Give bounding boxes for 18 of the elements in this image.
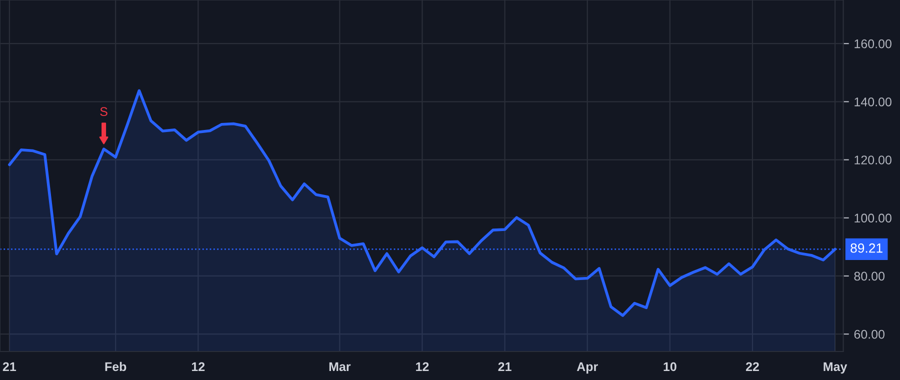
y-tick-label: 140.00 — [854, 97, 892, 106]
x-tick-label: May — [824, 362, 848, 374]
y-tick-label: 120.00 — [854, 156, 892, 164]
y-tick-label: 60.00 — [854, 330, 885, 339]
ref-line-label: 89.21 — [850, 243, 882, 253]
y-tick-label: 100.00 — [854, 214, 892, 223]
y-tick-label: 80.00 — [854, 272, 885, 281]
y-tick-label: 160.00 — [854, 39, 892, 48]
x-tick-label: 10 — [664, 362, 676, 372]
x-tick-label: 21 — [2, 362, 16, 371]
x-tick-label: 21 — [498, 362, 512, 371]
x-tick-label: 12 — [192, 362, 205, 371]
x-tick-label: Feb — [105, 362, 126, 372]
x-tick-label: Apr — [576, 362, 598, 374]
annotation: S — [100, 107, 108, 116]
x-tick-label: 12 — [416, 362, 429, 371]
x-tick-label: Mar — [329, 362, 351, 372]
x-tick-label: 22 — [746, 362, 759, 371]
